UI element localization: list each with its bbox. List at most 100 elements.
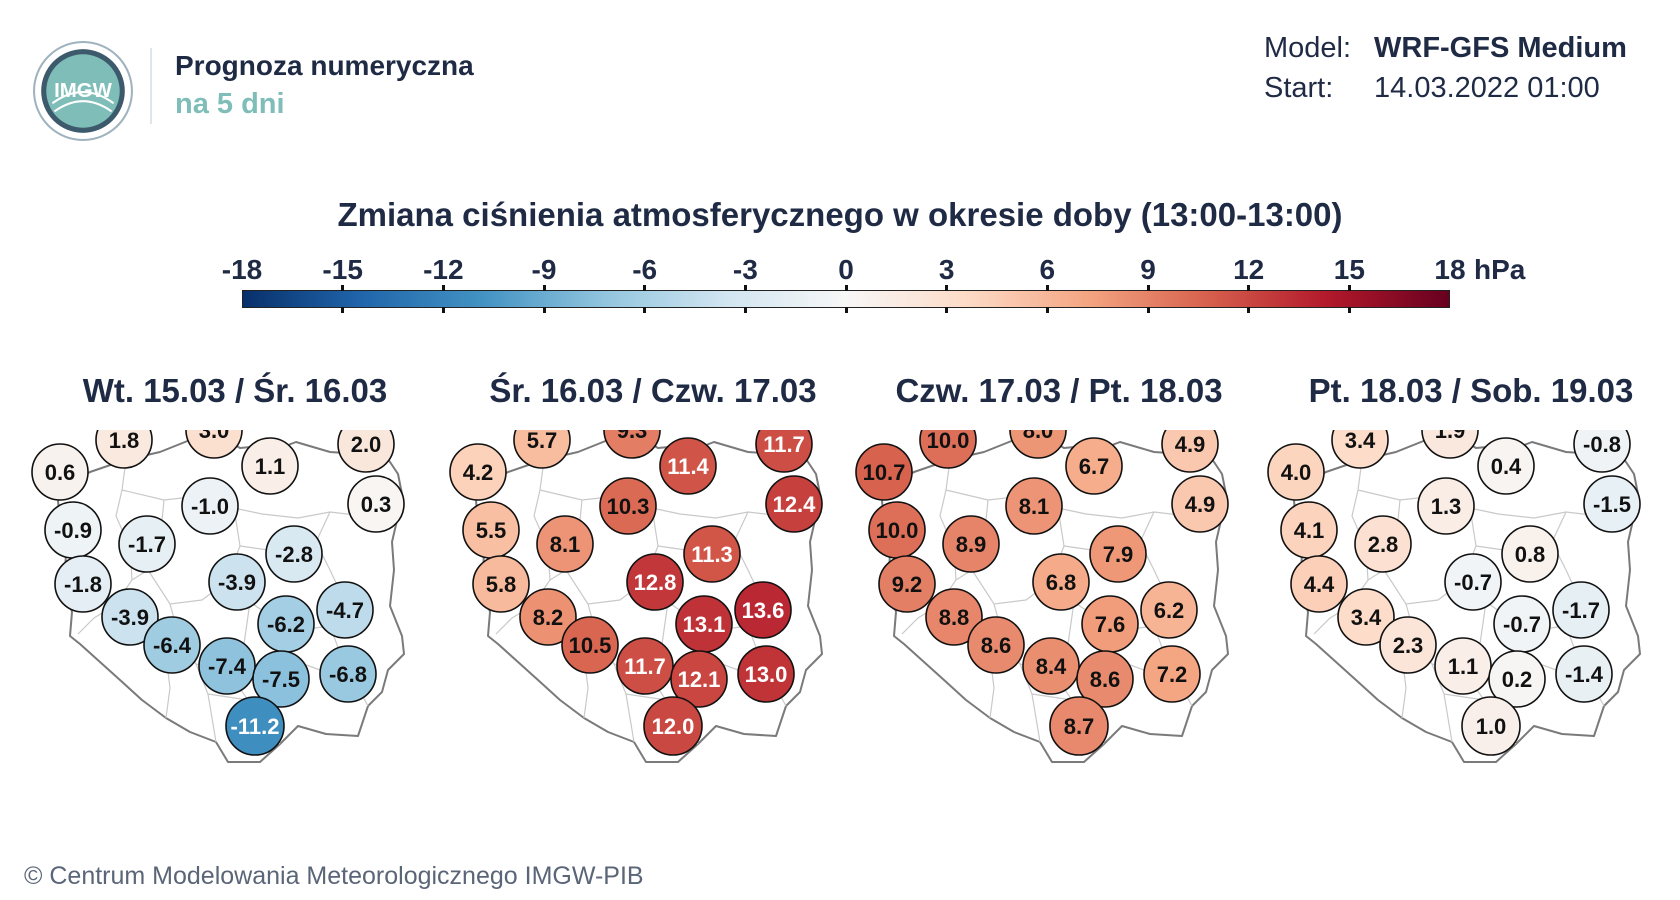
scale-tick-label: -3 — [732, 254, 758, 285]
bubble-circle — [185, 430, 243, 459]
bubble-circle — [1049, 696, 1109, 756]
bubble-circle — [1065, 437, 1123, 495]
value-bubble: 0.2 — [1488, 650, 1546, 708]
bubble-circle — [855, 443, 913, 501]
bubble-value: -3.9 — [111, 605, 149, 630]
bubble-circle — [118, 515, 176, 573]
colorbar-tick — [643, 285, 647, 313]
bubble-value: -6.8 — [329, 662, 367, 687]
bubble-value: -11.2 — [231, 714, 280, 739]
bubble-value: 8.7 — [1064, 714, 1095, 739]
chart-title: Zmiana ciśnienia atmosferycznego w okres… — [337, 196, 1343, 233]
bubble-value: -0.9 — [54, 518, 92, 543]
bubble-value: 8.8 — [939, 605, 970, 630]
bubble-circle — [670, 650, 728, 708]
bubble-value: -4.7 — [326, 598, 364, 623]
colorbar-tick — [844, 285, 848, 313]
value-bubble: 13.1 — [675, 595, 733, 653]
header: IMGW Prognoza numeryczna na 5 dni Model:… — [0, 0, 1680, 150]
value-bubble: 1.9 — [1421, 430, 1479, 459]
bubble-value: 8.1 — [550, 532, 581, 557]
bubble-value: 12.0 — [652, 714, 695, 739]
value-bubble: 8.0 — [1009, 430, 1067, 459]
value-bubble: 4.9 — [1161, 430, 1219, 473]
bubble-circle — [513, 430, 571, 469]
colorbar-tick — [441, 285, 445, 313]
bubble-value: 6.2 — [1154, 598, 1185, 623]
bubble-circle — [319, 645, 377, 703]
bubble-circle — [1555, 645, 1613, 703]
panel-4: Pt. 18.03 / Sob. 19.03 4.0 3.4 1.9 0.4 -0.8 -… — [1266, 370, 1676, 830]
value-bubble: 0.3 — [347, 475, 405, 533]
bubble-circle — [1417, 477, 1475, 535]
colorbar-tick — [341, 285, 345, 313]
value-bubble: 7.6 — [1081, 595, 1139, 653]
panel-title: Pt. 18.03 / Sob. 19.03 — [1308, 372, 1634, 409]
bubble-circle — [942, 515, 1000, 573]
bubble-circle — [225, 696, 285, 756]
bubble-value: 10.3 — [607, 494, 650, 519]
bubble-circle — [1461, 696, 1521, 756]
bubble-value: -6.2 — [267, 612, 305, 637]
colorbar-tick — [1146, 285, 1150, 313]
bubble-circle — [519, 588, 577, 646]
bubble-value: 5.8 — [486, 572, 517, 597]
region-border — [207, 693, 249, 701]
scale-tick-label: -15 — [322, 254, 363, 285]
bubble-value: 12.1 — [678, 667, 721, 692]
scale-tick-label: 12 — [1233, 254, 1265, 285]
bubble-value: 7.9 — [1103, 542, 1134, 567]
bubble-value: 8.0 — [1023, 430, 1054, 443]
value-bubble: 12.0 — [643, 696, 703, 756]
bubble-value: 11.7 — [763, 432, 805, 457]
scale-tick-label: 15 — [1333, 254, 1365, 285]
bubble-value: 13.0 — [745, 662, 788, 687]
value-bubble: 4.9 — [1171, 475, 1229, 533]
panel-2: Śr. 16.03 / Czw. 17.03 4.2 5.7 9.3 11.4 11.7… — [448, 370, 858, 830]
bubble-circle — [599, 477, 657, 535]
bubble-circle — [208, 553, 266, 611]
copyright: © Centrum Modelowania Meteorologicznego … — [24, 862, 644, 890]
bubble-value: 2.8 — [1368, 532, 1399, 557]
value-bubble: 4.0 — [1267, 443, 1325, 501]
value-bubble: 3.4 — [1337, 588, 1395, 646]
value-bubble: -7.5 — [252, 650, 310, 708]
poland-map: 4.0 3.4 1.9 0.4 -0.8 -1.5 4.1 2.8 1.3 4.4 3.4 0.8 -0… — [1267, 430, 1641, 763]
bubble-value: 10.0 — [927, 430, 970, 453]
color-scale-labels: hPa -18 -15 -12 -9 -6 -3 0 3 6 9 12 15 18 — [0, 250, 1680, 320]
value-bubble: 1.3 — [1417, 477, 1475, 535]
bubble-circle — [1171, 475, 1229, 533]
bubble-circle — [54, 555, 112, 613]
bubble-circle — [1022, 637, 1080, 695]
bubble-circle — [626, 553, 684, 611]
bubble-value: 2.0 — [351, 432, 382, 457]
value-bubble: 9.3 — [603, 430, 661, 459]
value-bubble: 11.7 — [616, 637, 674, 695]
value-bubble: 4.1 — [1280, 501, 1338, 559]
bubble-value: 4.9 — [1175, 432, 1206, 457]
bubble-value: 0.4 — [1491, 454, 1522, 479]
panel-3: Czw. 17.03 / Pt. 18.03 10.7 10.0 8.0 6.7 4.9… — [854, 370, 1264, 830]
panel-title: Wt. 15.03 / Śr. 16.03 — [82, 372, 388, 409]
value-bubble: 10.3 — [599, 477, 657, 535]
value-bubble: 1.1 — [1434, 637, 1492, 695]
bubble-value: 8.6 — [981, 633, 1012, 658]
value-bubble: -6.4 — [143, 616, 201, 674]
scale-tick-label: 3 — [938, 254, 955, 285]
bubble-value: -1.4 — [1565, 662, 1604, 687]
panel-title: Czw. 17.03 / Pt. 18.03 — [895, 372, 1223, 409]
value-bubble: 3.0 — [185, 430, 243, 459]
model-value: WRF-GFS Medium — [1374, 32, 1627, 64]
bubble-circle — [337, 430, 395, 473]
bubble-circle — [659, 437, 717, 495]
bubble-value: 10.5 — [569, 633, 612, 658]
bubble-value: 10.0 — [876, 518, 919, 543]
value-bubble: 6.2 — [1140, 581, 1198, 639]
bubble-circle — [1140, 581, 1198, 639]
value-bubble: 8.6 — [1076, 650, 1134, 708]
value-bubble: 11.7 — [755, 430, 813, 473]
model-info: Model: WRF-GFS Medium Start: 14.03.2022 01… — [1264, 32, 1627, 112]
value-bubble: -0.7 — [1493, 595, 1551, 653]
bubble-value: 8.2 — [533, 605, 564, 630]
bubble-value: 3.0 — [199, 430, 230, 443]
